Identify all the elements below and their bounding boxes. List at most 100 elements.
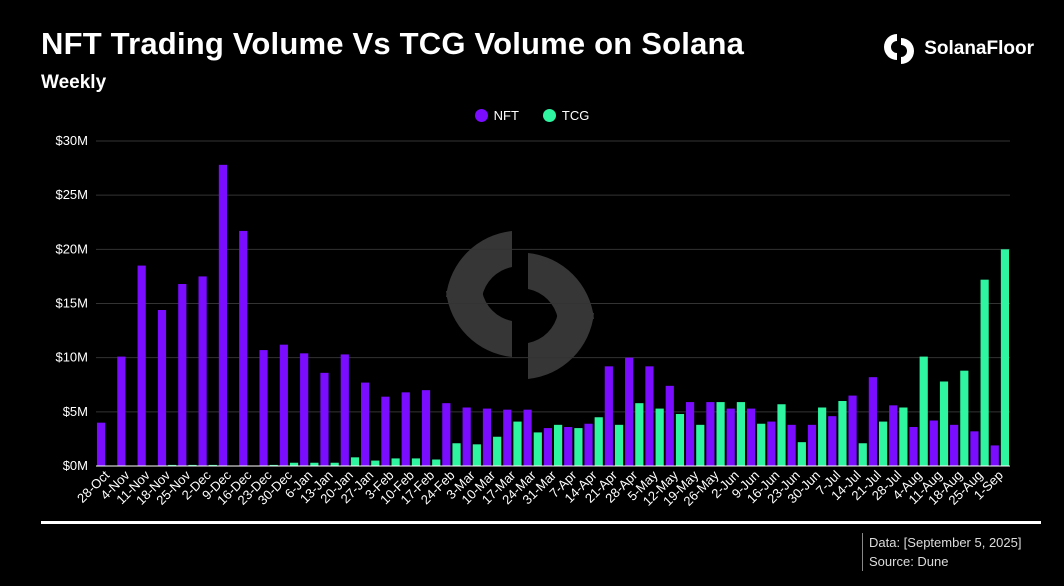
y-tick-label: $0M bbox=[63, 458, 88, 473]
bar-nft-31-Mar bbox=[543, 428, 552, 466]
bar-tcg-25-Aug bbox=[980, 279, 989, 466]
legend-tcg-swatch bbox=[542, 109, 556, 122]
bar-nft-14-Apr bbox=[584, 423, 593, 466]
bar-nft-4-Nov bbox=[117, 356, 126, 466]
bar-nft-28-Jul bbox=[889, 405, 898, 466]
bar-tcg-10-Mar bbox=[493, 436, 502, 466]
bar-nft-20-Jan bbox=[340, 354, 349, 466]
bar-nft-24-Mar bbox=[523, 409, 532, 466]
legend-nft-swatch bbox=[474, 109, 488, 122]
bar-tcg-17-Mar bbox=[513, 421, 522, 466]
bar-nft-26-May bbox=[706, 402, 715, 466]
solanafloor-logo-icon bbox=[884, 34, 915, 64]
source-note: Data: [September 5, 2025] Source: Dune bbox=[862, 533, 1021, 571]
bar-nft-28-Apr bbox=[625, 357, 634, 466]
brand-logo: SolanaFloor bbox=[882, 32, 1034, 66]
bar-tcg-28-Apr bbox=[635, 403, 644, 466]
bar-nft-17-Feb bbox=[421, 390, 431, 466]
x-axis-ticks: 28-Oct4-Nov11-Nov18-Nov25-Nov2-Dec9-Dec1… bbox=[74, 467, 1006, 509]
bar-nft-13-Jan bbox=[320, 372, 329, 466]
bar-nft-14-Jul bbox=[848, 395, 857, 466]
bar-nft-10-Feb bbox=[401, 392, 410, 466]
grid-lines bbox=[96, 140, 1010, 413]
bar-tcg-20-Jan bbox=[350, 457, 360, 466]
bar-tcg-30-Jun bbox=[818, 407, 827, 466]
bars bbox=[96, 164, 1010, 467]
bar-nft-7-Jul bbox=[828, 416, 837, 466]
bar-tcg-23-Dec bbox=[269, 464, 278, 466]
bar-nft-11-Nov bbox=[137, 265, 146, 466]
bar-nft-10-Mar bbox=[482, 408, 492, 466]
bar-tcg-3-Mar bbox=[472, 444, 481, 466]
source-label: Source: Dune bbox=[869, 554, 949, 569]
chart-legend: NFT TCG bbox=[0, 108, 1064, 123]
chart-title: NFT Trading Volume Vs TCG Volume on Sola… bbox=[41, 26, 745, 61]
footer-divider bbox=[41, 521, 1041, 524]
y-tick-label: $10M bbox=[55, 350, 88, 365]
bar-nft-2-Dec bbox=[198, 276, 207, 466]
watermark-logo-icon bbox=[446, 231, 594, 379]
bar-tcg-19-May bbox=[696, 424, 705, 466]
bar-tcg-9-Jun bbox=[757, 423, 766, 466]
bar-tcg-13-Jan bbox=[330, 462, 339, 466]
bar-nft-16-Jun bbox=[767, 421, 776, 466]
bar-tcg-3-Feb bbox=[391, 458, 400, 466]
bar-nft-7-Apr bbox=[564, 427, 573, 466]
bar-tcg-16-Jun bbox=[777, 404, 786, 466]
bar-tcg-12-May bbox=[675, 414, 685, 466]
bar-nft-16-Dec bbox=[239, 230, 248, 466]
bar-nft-2-Jun bbox=[726, 408, 735, 466]
chart-subtitle: Weekly bbox=[41, 72, 107, 93]
bar-tcg-18-Nov bbox=[168, 464, 177, 466]
bar-tcg-31-Mar bbox=[554, 424, 563, 466]
y-tick-label: $20M bbox=[55, 241, 88, 256]
bar-tcg-27-Jan bbox=[371, 460, 380, 466]
bar-tcg-4-Aug bbox=[919, 356, 928, 466]
bar-tcg-2-Dec bbox=[208, 464, 217, 466]
bar-nft-28-Oct bbox=[96, 422, 106, 466]
bar-tcg-23-Jun bbox=[797, 442, 806, 466]
y-tick-label: $25M bbox=[55, 187, 88, 202]
legend-item-nft: NFT bbox=[474, 108, 519, 123]
bar-nft-24-Feb bbox=[442, 403, 451, 466]
bar-nft-30-Dec bbox=[279, 344, 288, 466]
bar-tcg-17-Feb bbox=[432, 459, 441, 466]
bar-nft-25-Aug bbox=[970, 431, 979, 466]
bar-tcg-21-Apr bbox=[614, 424, 624, 466]
bar-nft-21-Jul bbox=[868, 377, 877, 466]
bar-nft-25-Nov bbox=[178, 284, 187, 466]
bar-nft-23-Jun bbox=[787, 424, 796, 466]
bar-tcg-14-Jul bbox=[858, 443, 867, 466]
bar-nft-5-May bbox=[645, 366, 654, 466]
bar-tcg-7-Jul bbox=[838, 401, 847, 466]
bar-tcg-18-Aug bbox=[960, 370, 969, 466]
bar-tcg-24-Feb bbox=[452, 443, 461, 466]
bar-nft-9-Dec bbox=[218, 164, 228, 467]
bar-tcg-25-Nov bbox=[188, 464, 197, 466]
bar-nft-23-Dec bbox=[259, 350, 268, 466]
bar-tcg-30-Dec bbox=[289, 462, 299, 466]
bar-nft-3-Feb bbox=[381, 396, 390, 466]
bar-tcg-26-May bbox=[716, 402, 725, 466]
bar-nft-21-Apr bbox=[604, 366, 613, 466]
bar-nft-30-Jun bbox=[807, 424, 817, 466]
bar-tcg-10-Feb bbox=[411, 458, 421, 466]
bar-tcg-28-Jul bbox=[899, 407, 908, 466]
y-tick-label: $15M bbox=[55, 296, 88, 311]
legend-tcg-label: TCG bbox=[561, 108, 590, 123]
bar-nft-18-Nov bbox=[157, 310, 167, 466]
bar-tcg-24-Mar bbox=[533, 432, 542, 466]
y-tick-label: $5M bbox=[63, 404, 88, 419]
bar-nft-18-Aug bbox=[950, 424, 959, 466]
bar-nft-9-Jun bbox=[746, 408, 756, 466]
bar-nft-4-Aug bbox=[909, 427, 918, 466]
y-tick-label: $30M bbox=[55, 133, 88, 148]
bar-tcg-2-Jun bbox=[736, 402, 745, 466]
bar-nft-19-May bbox=[685, 402, 695, 466]
bar-nft-12-May bbox=[665, 385, 674, 466]
bar-nft-27-Jan bbox=[361, 382, 370, 466]
bar-nft-6-Jan bbox=[300, 353, 309, 466]
bar-nft-3-Mar bbox=[462, 407, 471, 466]
legend-item-tcg: TCG bbox=[542, 108, 590, 123]
